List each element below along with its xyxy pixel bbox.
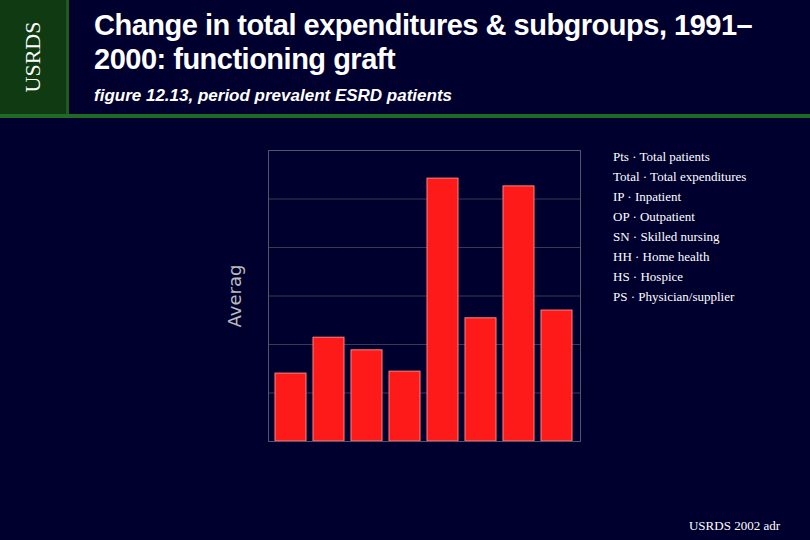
- html-text:Total · Total expenditures: Total · Total expenditures: [613, 169, 747, 184]
- html-text:Change in total expenditures &: Change in total expenditures & subgroups…: [94, 9, 753, 75]
- html-text:HS · Hospice: HS · Hospice: [613, 269, 683, 284]
- html-text:Pts · Total patients: Pts · Total patients: [613, 149, 710, 164]
- html-text:PS · Physician/supplier: PS · Physician/supplier: [613, 289, 735, 304]
- html-text:HH · Home health: HH · Home health: [613, 249, 710, 264]
- html-text:USRDS 2002 adr: USRDS 2002 adr: [689, 518, 780, 533]
- svg-text:Averag: Averag: [224, 265, 245, 328]
- html-text:figure 12.13, period prevalent: figure 12.13, period prevalent ESRD pati…: [94, 86, 452, 105]
- html-text:IP · Inpatient: IP · Inpatient: [613, 189, 682, 204]
- html-text:USRDS: USRDS: [20, 21, 45, 93]
- html-text:SN · Skilled nursing: SN · Skilled nursing: [613, 229, 720, 244]
- html-text:OP · Outpatient: OP · Outpatient: [613, 209, 695, 224]
